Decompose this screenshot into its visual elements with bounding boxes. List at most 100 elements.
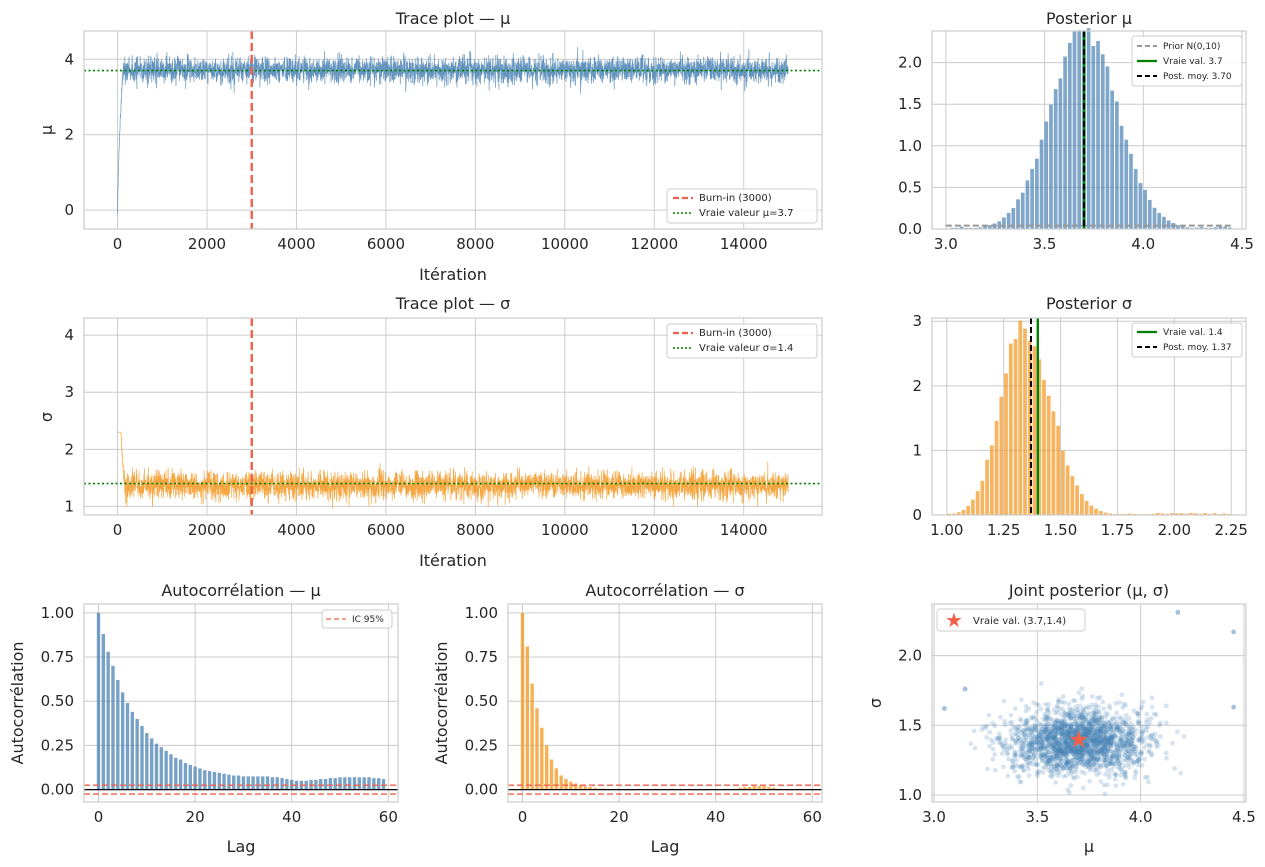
joint-sample-point	[1070, 706, 1076, 712]
joint-sample-point	[1123, 703, 1128, 708]
trace-sigma-xtick-label: 12000	[630, 521, 678, 539]
acf-mu-acf-bar	[319, 779, 323, 790]
joint-sample-point	[1156, 742, 1161, 748]
acf-sigma-ticks: 0 20 40 60 0.00 0.25 0.50 0.75 1.00	[465, 604, 822, 826]
joint-sample-point	[1077, 750, 1082, 755]
posterior-mu-hist-bar	[1157, 213, 1162, 229]
joint-sample-point	[1100, 699, 1106, 705]
posterior-sigma-hist-bar	[1203, 513, 1208, 515]
posterior-mu-legend: Prior N(0,10) Vraie val. 3.7 Post. moy. …	[1131, 35, 1243, 87]
trace-mu-ticks: 0 2000 4000 6000 8000 10000 12000 14000 0 2 4	[64, 50, 767, 253]
joint-sample-point	[1101, 706, 1107, 711]
joint-sample-point	[1181, 734, 1187, 739]
joint-sample-point	[1091, 710, 1097, 716]
joint-sample-point	[1095, 741, 1101, 746]
joint-sample-point	[1005, 773, 1011, 779]
acf-mu-acf-bar	[174, 757, 178, 790]
joint-sample-point	[1039, 738, 1045, 744]
joint-sample-point	[1042, 745, 1047, 751]
posterior-sigma-hist-bar	[966, 505, 970, 515]
joint-sample-point	[998, 714, 1003, 720]
joint-sample-point	[1121, 701, 1127, 707]
joint-sample-point	[1073, 713, 1078, 719]
posterior-sigma-hist-bar	[980, 480, 985, 515]
joint-sample-point	[1154, 744, 1159, 750]
acf-sigma-acf-bar	[593, 787, 597, 790]
joint-sample-point	[1096, 708, 1102, 714]
acf-mu-ytick-label: 0.75	[41, 648, 74, 666]
joint-sample-point	[1079, 686, 1085, 692]
joint-sample-point	[1001, 764, 1006, 770]
joint-sample-point	[1083, 725, 1089, 730]
joint-sample-point	[1102, 754, 1108, 760]
joint-sample-point	[1125, 755, 1131, 761]
joint-sample-point	[1053, 732, 1059, 737]
acf-sigma-acf-bar	[520, 612, 525, 790]
joint-sample-point	[1086, 727, 1092, 733]
acf-mu-acf-bar	[232, 775, 236, 790]
joint-sample-point	[1151, 711, 1157, 717]
trace-sigma-ytick-label: 3	[64, 383, 74, 401]
joint-sample-point	[1096, 739, 1102, 745]
joint-sample-point	[1034, 701, 1040, 707]
joint-sample-point	[987, 729, 993, 735]
joint-sample-point	[1016, 728, 1022, 734]
acf-mu-acf-bar	[203, 770, 207, 790]
trace-sigma-title: Trace plot — σ	[395, 294, 511, 313]
posterior-sigma-hist-bar	[1004, 373, 1008, 515]
posterior-sigma-legend: Vraie val. 1.4 Post. moy. 1.37	[1131, 322, 1243, 358]
joint-sample-point	[1035, 773, 1040, 779]
posterior-sigma-hist-bar	[1046, 395, 1051, 515]
joint-sample-point	[999, 742, 1005, 747]
joint-sample-point	[1061, 714, 1067, 720]
joint-sample-point	[1035, 735, 1041, 741]
joint-sample-point	[1153, 738, 1159, 744]
joint-sample-point	[1164, 755, 1170, 761]
acf-mu-acf-bar	[357, 777, 362, 790]
joint-sample-point	[990, 756, 996, 762]
posterior-mu-ticks: 3.0 3.5 4.0 4.5 0.0 0.5 1.0 1.5 2.0	[898, 54, 1254, 253]
joint-sample-point	[1086, 764, 1092, 770]
acf-sigma-acf-bar	[530, 683, 534, 790]
joint-sample-point	[1093, 759, 1099, 765]
joint-sample-point	[1066, 740, 1072, 746]
joint-sample-point	[1103, 736, 1108, 742]
joint-sample-point	[1093, 745, 1099, 750]
joint-sample-point	[1078, 756, 1083, 762]
acf-sigma-acf-bar	[747, 786, 752, 790]
trace-sigma-chain-line	[117, 431, 789, 510]
trace-sigma-xtick-label: 0	[113, 521, 123, 539]
posterior-mu-hist-bar	[978, 227, 983, 229]
acf-mu-acf-bar	[135, 718, 139, 790]
joint-sample-point	[1114, 724, 1120, 730]
joint-sample-point	[1054, 753, 1059, 759]
joint-sample-point	[1091, 710, 1097, 715]
joint-sample-point	[1053, 735, 1059, 741]
joint-sample-point	[1120, 740, 1126, 746]
joint-sample-point	[1092, 705, 1098, 710]
joint-sample-point	[1096, 750, 1102, 756]
posterior-sigma-legend-truth: Vraie val. 1.4	[1163, 328, 1223, 338]
acf-sigma-acf-bar	[535, 708, 539, 790]
joint-sample-point	[1034, 709, 1040, 715]
joint-sample-point	[1015, 727, 1021, 733]
joint-sample-point	[1146, 748, 1152, 754]
joint-sample-point	[1062, 723, 1068, 728]
posterior-mu-hist-bar	[1067, 42, 1072, 230]
acf-sigma-acf-bar	[578, 785, 583, 790]
joint-sample-point	[1117, 700, 1123, 706]
posterior-mu-hist-bar	[1152, 207, 1157, 229]
joint-sample-point	[1030, 742, 1036, 748]
joint-sample-point	[1047, 730, 1053, 736]
acf-sigma-acf-bar	[757, 786, 761, 790]
joint-sample-point	[1017, 743, 1023, 748]
posterior-sigma-hist-bar	[1098, 511, 1103, 515]
joint-sample-point	[1063, 723, 1068, 729]
joint-sample-point	[1045, 741, 1051, 747]
joint-sample-point	[1067, 765, 1073, 771]
posterior-sigma-hist-bar	[1155, 512, 1160, 515]
joint-sample-point	[1088, 749, 1094, 755]
posterior-mu-hist-bar	[997, 221, 1002, 229]
joint-sample-point	[1097, 734, 1103, 740]
posterior-mu-hist-bar	[1129, 153, 1133, 229]
